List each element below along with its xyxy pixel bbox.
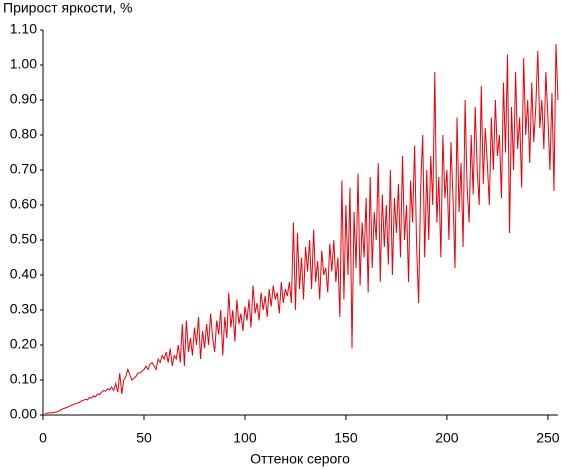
y-tick-label: 0.30 [10,301,37,317]
y-tick-label: 0.80 [10,126,37,142]
x-tick-label: 200 [435,430,459,446]
y-tick-label: 0.90 [10,91,37,107]
y-tick-label: 0.40 [10,266,37,282]
x-tick-label: 150 [334,430,358,446]
y-tick-label: 0.20 [10,336,37,352]
y-tick-label: 1.10 [10,21,37,37]
y-tick-label: 0.70 [10,161,37,177]
data-line [45,43,559,414]
x-axis-label: Оттенок серого [250,451,350,467]
x-tick-label: 50 [136,430,152,446]
y-tick-label: 0.10 [10,371,37,387]
x-tick-label: 100 [233,430,257,446]
x-tick-label: 250 [536,430,560,446]
chart-title: Прирост яркости, % [3,0,132,16]
y-tick-label: 0.60 [10,196,37,212]
y-tick-label: 1.00 [10,56,37,72]
x-tick-label: 0 [39,430,47,446]
y-tick-label: 0.50 [10,231,37,247]
y-tick-label: 0.00 [10,406,37,422]
